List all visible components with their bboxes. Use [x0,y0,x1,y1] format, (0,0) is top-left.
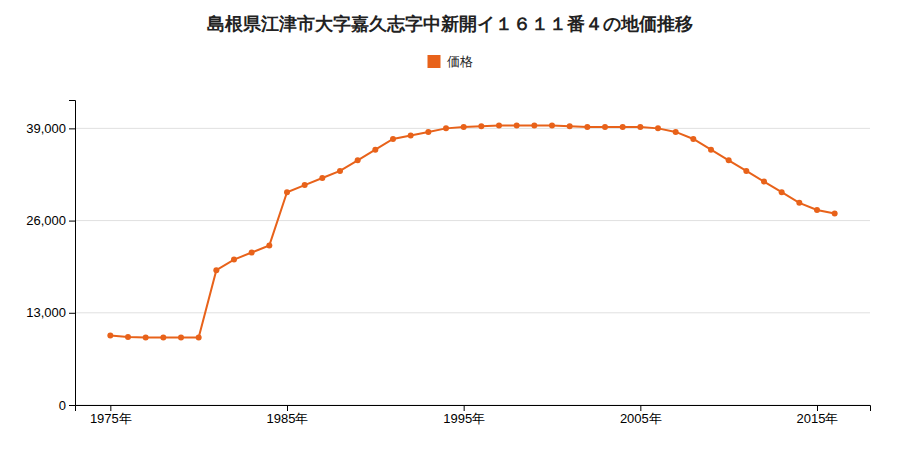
point [496,123,502,129]
x-tick-label: 1995年 [443,411,485,426]
marks [107,123,837,341]
grid-line [75,128,870,129]
point [249,250,255,256]
y-tick: 26,000 [26,213,75,228]
point [743,168,749,174]
point [602,124,608,130]
x-tick: 2015年 [797,405,839,426]
y-tick: 13,000 [26,305,75,320]
point [443,125,449,131]
y-tick: 39,000 [26,121,75,136]
title: 島根県江津市大字嘉久志字中新開イ１６１１番４の地価推移 [207,13,693,34]
x-axis: 1975年 1985年 1995年 2005年 2015年 [76,405,871,426]
x-tick: 2005年 [620,405,662,426]
point [337,168,343,174]
x-tick: 1985年 [267,405,309,426]
x-tick-label: 2015年 [797,411,839,426]
x-tick: 1995年 [443,405,485,426]
point [478,123,484,129]
point [231,257,237,263]
point [266,242,272,248]
point [355,157,361,163]
y-tick-label: 26,000 [26,213,66,228]
plot: 1975年 1985年 1995年 2005年 2015年 0 13,000 26,000 39… [26,101,870,427]
point [708,147,714,153]
legend: 価格 [428,54,473,69]
y-tick-mark [69,313,75,314]
point [514,123,520,129]
grid-line [75,220,870,221]
x-tick-label: 1985年 [267,411,309,426]
y-tick: 0 [59,398,75,413]
point [726,157,732,163]
point [796,200,802,206]
point [673,129,679,135]
point [143,335,149,341]
y-tick-mark [69,221,75,222]
point [160,335,166,341]
point [196,335,202,341]
point [425,129,431,135]
chart: 島根県江津市大字嘉久志字中新開イ１６１１番４の地価推移 1975年 1985年 199… [0,0,900,450]
point [567,123,573,129]
point [213,267,219,273]
point [408,132,414,138]
point [284,189,290,195]
x-tick-mark [817,405,818,411]
legend-swatch [428,55,441,68]
point [178,335,184,341]
point [302,182,308,188]
line [110,126,834,338]
x-tick-mark [640,405,641,411]
x-tick-mark [464,405,465,411]
point [549,123,555,129]
y-tick-mark [69,405,75,406]
x-tick-mark [110,405,111,411]
point [372,147,378,153]
point [125,334,131,340]
point [319,175,325,181]
point [690,136,696,142]
point [655,125,661,131]
x-tick: 1975年 [90,405,132,426]
point [637,124,643,130]
point [584,124,590,130]
point [390,136,396,142]
point [620,124,626,130]
point [814,207,820,213]
x-tick-label: 2005年 [620,411,662,426]
point [832,210,838,216]
point [461,124,467,130]
grid-line [75,312,870,313]
grid [75,128,870,405]
y-tick-label: 0 [59,398,66,413]
y-tick-label: 39,000 [26,121,66,136]
x-tick-label: 1975年 [90,411,132,426]
y-axis-line [69,101,76,406]
x-axis-line [76,406,871,412]
point [779,189,785,195]
x-tick-mark [287,405,288,411]
y-tick-mark [69,128,75,129]
point [107,332,113,338]
point [761,179,767,185]
y-tick-label: 13,000 [26,305,66,320]
y-axis: 0 13,000 26,000 39,000 [26,101,75,413]
point [531,123,537,129]
legend-label: 価格 [447,54,473,69]
legend-item: 価格 [428,54,473,69]
